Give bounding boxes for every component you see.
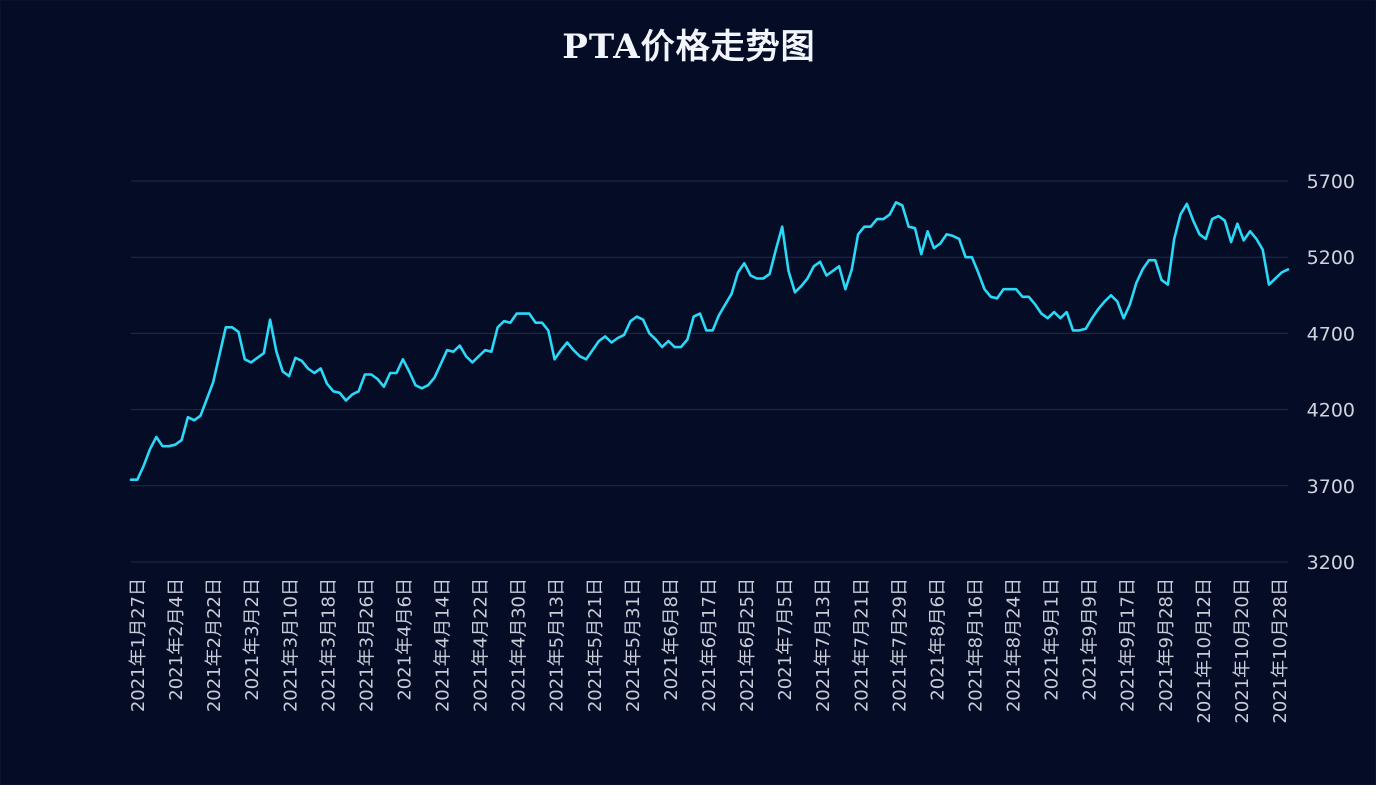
x-tick-label: 2021年2月4日 [166, 578, 187, 701]
y-axis-ticks: 3200 3700 4200 4700 5200 5700 [1307, 171, 1355, 574]
y-tick-label: 5700 [1307, 171, 1355, 193]
x-tick-label: 2021年5月21日 [585, 578, 606, 712]
x-tick-label: 2021年9月1日 [1042, 578, 1063, 701]
x-tick-label: 2021年5月13日 [547, 578, 568, 712]
x-tick-label: 2021年6月8日 [661, 578, 682, 701]
x-tick-label: 2021年4月30日 [509, 578, 530, 712]
x-axis-ticks: 2021年1月27日 2021年2月4日 2021年2月22日 2021年3月2日 20… [128, 578, 1291, 724]
x-tick-label: 2021年10月12日 [1194, 578, 1215, 724]
chart-container: PTA价格走势图 3200 3700 4200 4700 5200 5700 2021年1… [0, 0, 1376, 785]
series-group [129, 201, 1290, 482]
x-tick-label: 2021年5月31日 [623, 578, 644, 712]
y-tick-label: 4700 [1307, 323, 1355, 345]
x-tick-label: 2021年10月20日 [1232, 578, 1253, 724]
x-tick-label: 2021年3月10日 [280, 578, 301, 712]
x-tick-label: 2021年2月22日 [204, 578, 225, 712]
chart-title: PTA价格走势图 [562, 27, 816, 67]
x-tick-label: 2021年9月28日 [1156, 578, 1177, 712]
y-tick-label: 3200 [1307, 552, 1355, 574]
x-tick-label: 2021年6月25日 [737, 578, 758, 712]
x-tick-label: 2021年9月17日 [1118, 578, 1139, 712]
x-tick-label: 2021年7月29日 [889, 578, 910, 712]
x-tick-label: 2021年10月28日 [1270, 578, 1291, 724]
y-tick-label: 5200 [1307, 247, 1355, 269]
x-tick-label: 2021年8月24日 [1004, 578, 1025, 712]
y-tick-label: 4200 [1307, 400, 1355, 422]
x-tick-label: 2021年3月2日 [242, 578, 263, 701]
x-tick-label: 2021年7月5日 [775, 578, 796, 701]
x-tick-label: 2021年7月21日 [851, 578, 872, 712]
series-line-pta-price [129, 201, 1290, 482]
x-tick-label: 2021年7月13日 [813, 578, 834, 712]
y-tick-label: 3700 [1307, 476, 1355, 498]
x-tick-label: 2021年1月27日 [128, 578, 149, 712]
x-tick-label: 2021年6月17日 [699, 578, 720, 712]
x-tick-label: 2021年4月22日 [471, 578, 492, 712]
x-tick-label: 2021年9月9日 [1080, 578, 1101, 701]
x-tick-label: 2021年3月18日 [318, 578, 339, 712]
x-tick-label: 2021年8月16日 [965, 578, 986, 712]
x-tick-label: 2021年3月26日 [356, 578, 377, 712]
x-tick-label: 2021年4月6日 [394, 578, 415, 701]
gridlines [131, 180, 1288, 563]
x-tick-label: 2021年8月6日 [927, 578, 948, 701]
x-tick-label: 2021年4月14日 [433, 578, 454, 712]
